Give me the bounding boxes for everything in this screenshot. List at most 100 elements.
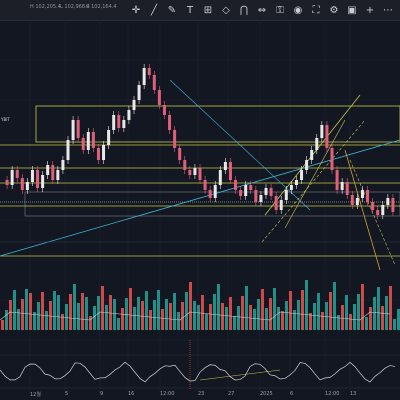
candle <box>198 168 202 180</box>
candle <box>289 185 293 190</box>
candle <box>102 145 106 160</box>
volume-bar <box>37 302 40 330</box>
volume-bar <box>293 310 296 330</box>
volume-bar <box>389 286 392 330</box>
volume-bar <box>233 316 236 330</box>
volume-bar <box>357 294 360 330</box>
plus-icon[interactable]: + <box>365 4 375 16</box>
candle <box>239 190 243 196</box>
candle <box>269 188 273 196</box>
chart-grid <box>0 20 400 390</box>
candle <box>284 190 288 200</box>
volume-bar <box>349 314 352 330</box>
volume-bar <box>69 294 72 330</box>
volume-bar <box>257 299 260 330</box>
more-icon[interactable]: ⋯ <box>383 4 393 16</box>
volume-bar <box>329 292 332 330</box>
candle <box>168 115 172 130</box>
volume-bar <box>117 318 120 330</box>
channel-line <box>284 119 346 229</box>
candle <box>320 125 324 138</box>
candle <box>91 132 95 148</box>
volume-bar <box>309 313 312 330</box>
volume-bar <box>289 291 292 330</box>
channel-line <box>344 149 381 271</box>
magnet-icon[interactable]: ⋂ <box>239 4 249 16</box>
candle <box>208 190 212 198</box>
volume-bar <box>173 293 176 330</box>
volume-bar <box>65 304 68 330</box>
candle <box>203 180 207 190</box>
text-icon[interactable]: T <box>186 4 194 16</box>
trend-line <box>169 79 311 211</box>
candle <box>315 138 319 150</box>
candle <box>294 180 298 185</box>
candle <box>244 185 248 196</box>
volume-bar <box>377 287 380 330</box>
volume-bar <box>241 296 244 330</box>
lock-icon[interactable]: ⚿ <box>276 4 284 16</box>
volume-bar <box>165 299 168 330</box>
crosshair-icon[interactable]: ✛ <box>131 4 141 16</box>
volume-bar <box>141 301 144 330</box>
candle <box>325 125 329 148</box>
volume-bar <box>385 296 388 330</box>
camera-icon[interactable]: ▣ <box>347 4 357 16</box>
volume-bar <box>161 309 164 330</box>
candle <box>391 198 395 212</box>
volume-bar <box>221 303 224 330</box>
candle <box>340 182 344 190</box>
candle <box>254 190 258 202</box>
shapes-icon[interactable]: ◇ <box>222 4 230 16</box>
volume-bar <box>77 303 80 330</box>
volume-ma-line <box>0 311 391 321</box>
volume-bar <box>81 293 84 330</box>
candle <box>86 132 90 150</box>
candle <box>51 165 55 180</box>
trend-line <box>0 139 400 257</box>
time-tick: 12:00 <box>160 391 175 397</box>
volume-bar <box>17 309 20 330</box>
volume-bar <box>73 284 76 330</box>
volume-bar <box>53 291 56 330</box>
volume-bar <box>193 301 196 330</box>
candlesticks <box>5 64 395 219</box>
volume-bar <box>205 314 208 330</box>
volume-bar <box>189 282 192 330</box>
time-axis: 12월 5 9 16 12:00 23 27 2025 6 12:00 13 <box>0 390 400 400</box>
volume-bar <box>341 305 344 330</box>
candle <box>107 130 111 145</box>
candle <box>188 170 192 175</box>
candle <box>71 120 75 140</box>
oscillator-line <box>0 361 396 383</box>
oscillator-trendline <box>199 369 281 381</box>
eye-icon[interactable]: ◉ <box>293 4 303 16</box>
ruler-icon[interactable]: ⊞ <box>203 4 213 16</box>
volume-bar <box>361 284 364 330</box>
volume-bar <box>381 306 384 330</box>
volume-bar <box>105 305 108 330</box>
settings-icon[interactable]: ⚙ <box>329 4 339 16</box>
volume-bar <box>121 308 124 330</box>
volume-bar <box>9 300 12 330</box>
candle <box>5 180 9 185</box>
fullscreen-icon[interactable]: ⛶ <box>312 4 320 16</box>
symbol-label: YBIT <box>1 117 10 122</box>
volume-bar <box>273 288 276 330</box>
volume-bar <box>305 280 308 330</box>
volume-bar <box>365 317 368 330</box>
time-tick: 12월 <box>30 392 41 398</box>
candle <box>36 170 40 188</box>
volume-bar <box>113 299 116 330</box>
price-chart[interactable] <box>0 20 400 396</box>
candle <box>81 138 85 150</box>
measure-icon[interactable]: ⇔ <box>257 4 267 16</box>
candle <box>335 170 339 190</box>
volume-bar <box>129 288 132 330</box>
volume-bar <box>237 306 240 330</box>
candle <box>178 148 182 160</box>
brush-icon[interactable]: ✎ <box>167 4 177 16</box>
volume-bar <box>57 295 60 330</box>
volume-bar <box>137 297 140 330</box>
trend-line-icon[interactable]: ╱ <box>150 4 158 16</box>
